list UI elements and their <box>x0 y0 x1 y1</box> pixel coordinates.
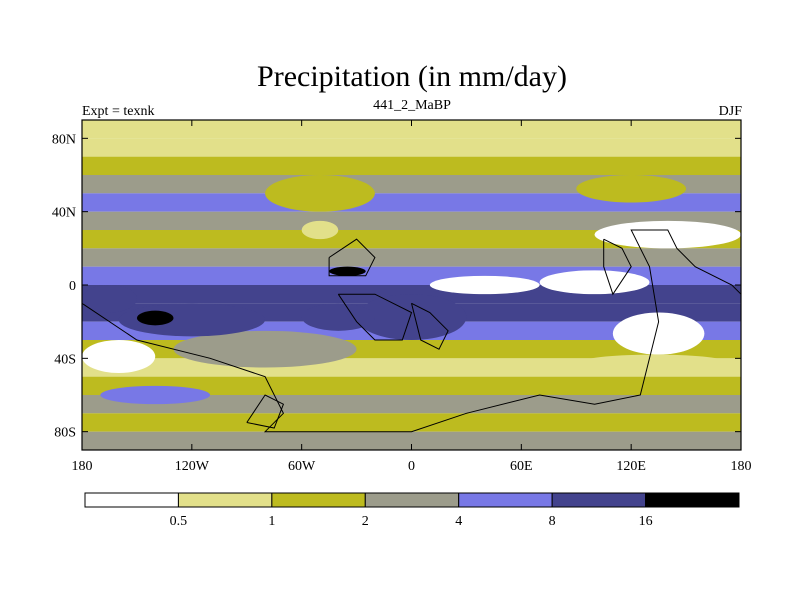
chart-title: Precipitation (in mm/day) <box>257 60 567 93</box>
colorbar: 0.5 1 2 4 8 16 <box>84 492 740 529</box>
coastline-layer <box>81 229 742 433</box>
precip-patch-13 <box>82 285 137 313</box>
precip-band-16 <box>82 413 741 432</box>
precip-band-3 <box>82 175 741 194</box>
x-tick-label-0: 180 <box>72 459 93 474</box>
precip-patch-7 <box>539 270 650 295</box>
precip-patch-3 <box>136 310 174 326</box>
colorbar-swatch-4 <box>458 492 553 508</box>
precip-patch-11 <box>356 294 467 341</box>
precip-patch-12 <box>301 303 375 331</box>
precip-patch-1 <box>173 330 357 368</box>
precip-patch-0 <box>82 340 156 373</box>
coastline-5 <box>603 238 632 296</box>
precip-patch-16 <box>576 175 687 203</box>
precip-band-7 <box>82 248 741 267</box>
x-tick-label-3: 0 <box>408 459 415 474</box>
y-axis: 80N 40N 0 40S 80S <box>52 132 741 441</box>
run-label: 441_2_MaBP <box>373 98 451 113</box>
precip-band-5 <box>82 211 741 230</box>
precip-patch-5 <box>301 220 339 240</box>
x-tick-label-2: 60W <box>288 459 316 474</box>
colorbar-swatch-5 <box>551 492 647 508</box>
y-tick-label-4: 80S <box>54 426 76 441</box>
colorbar-swatch-1 <box>177 492 273 508</box>
precip-patch-14 <box>100 385 211 405</box>
colorbar-label-4: 8 <box>549 514 556 529</box>
y-tick-label-1: 40N <box>52 206 76 221</box>
precip-patch-6 <box>429 275 540 295</box>
y-tick-label-0: 80N <box>52 132 76 147</box>
x-axis: 180 120W 60W 0 60E 120E 180 <box>72 120 752 474</box>
precip-patch-8 <box>594 220 741 249</box>
colorbar-label-2: 2 <box>362 514 369 529</box>
colorbar-swatch-6 <box>645 492 740 508</box>
precip-band-14 <box>82 376 741 395</box>
coastline-3 <box>411 302 449 350</box>
colorbar-swatch-3 <box>364 492 460 508</box>
coastline-0 <box>81 229 742 433</box>
precip-band-4 <box>82 193 741 212</box>
precip-band-0 <box>82 120 741 139</box>
x-tick-label-6: 180 <box>731 459 752 474</box>
coastline-1 <box>328 238 376 277</box>
coastline-2 <box>337 293 413 341</box>
x-tick-label-4: 60E <box>510 459 533 474</box>
colorbar-label-1: 1 <box>268 514 275 529</box>
precip-band-6 <box>82 230 741 249</box>
x-tick-label-5: 120E <box>616 459 646 474</box>
season-label: DJF <box>719 104 743 119</box>
precip-band-2 <box>82 156 741 175</box>
colorbar-label-0: 0.5 <box>170 514 188 529</box>
precip-patch-15 <box>265 175 375 212</box>
precip-patch-4 <box>329 266 366 276</box>
plot-area <box>82 120 741 450</box>
precip-patch-10 <box>585 354 723 368</box>
precip-band-15 <box>82 395 741 414</box>
y-tick-label-3: 40S <box>54 352 76 367</box>
y-tick-label-2: 0 <box>69 279 76 294</box>
precip-band-17 <box>82 431 741 450</box>
colorbar-swatch-0 <box>84 492 179 508</box>
colorbar-label-3: 4 <box>455 514 462 529</box>
colorbar-label-5: 16 <box>639 514 653 529</box>
coastline-4 <box>246 394 285 429</box>
precip-band-1 <box>82 138 741 157</box>
experiment-label: Expt = texnk <box>82 104 154 119</box>
precip-patch-9 <box>612 312 705 355</box>
x-tick-label-1: 120W <box>175 459 210 474</box>
colorbar-swatch-2 <box>271 492 366 508</box>
